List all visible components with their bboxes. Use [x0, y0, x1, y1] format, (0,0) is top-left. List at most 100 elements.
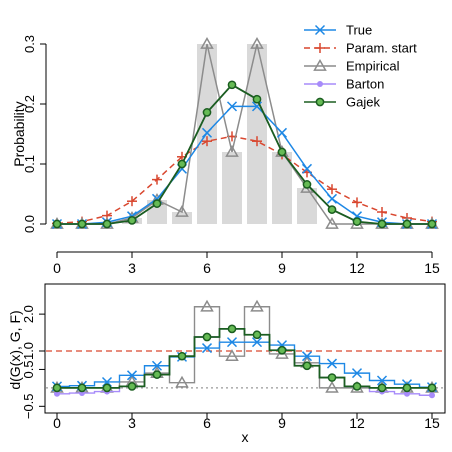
step-line-true: [57, 341, 432, 388]
point-gajek-8: [252, 94, 262, 104]
step-point-empirical-8: [250, 299, 264, 312]
bottom-x-label: x: [242, 429, 249, 445]
top-y-label: Probability: [11, 101, 27, 166]
bottom-x-tick-label-6: 6: [203, 415, 211, 431]
bottom-plot-box: [44, 283, 446, 414]
step-series-gajek: [52, 324, 437, 393]
legend-label-empirical: Empirical: [346, 59, 400, 74]
step-point-gajek-9: [277, 345, 287, 355]
top-x-tick-label-3: 3: [128, 260, 136, 276]
step-point-gajek-10: [302, 361, 312, 371]
top-panel: 0.0 0.1 0.2 0.3 Probability 0 3 6 9 12 15 True Pa…: [11, 23, 440, 277]
bottom-panel: −0.5 0.51.0 2.0 0 3 6 9 12 15 d(G(x), G, F) x: [7, 283, 446, 445]
point-gajek-10: [302, 180, 312, 189]
point-gajek-5: [177, 159, 187, 169]
bar-7: [222, 152, 242, 224]
step-point-gajek-2: [102, 383, 112, 393]
point-gajek-4: [152, 199, 162, 208]
point-gajek-14: [402, 219, 412, 229]
legend-item-barton: Barton: [304, 77, 384, 92]
point-empirical-11: [325, 216, 339, 229]
step-point-gajek-12: [352, 382, 362, 391]
point-gajek-0: [52, 219, 62, 229]
step-point-true-3: [126, 370, 138, 381]
step-point-gajek-14: [402, 383, 412, 393]
bar-5: [172, 212, 192, 224]
step-point-true-12-b: [351, 368, 363, 379]
bottom-x-tick-label-15: 15: [424, 415, 440, 431]
point-empirical-7: [225, 144, 239, 157]
legend: True Param. start Empirical Barton Gajek: [304, 23, 417, 110]
point-true-10: [301, 163, 313, 174]
empirical-bars: [122, 44, 317, 224]
point-true-9-b: [276, 127, 288, 138]
series-true: [51, 101, 438, 230]
top-x-tick-label-15: 15: [424, 260, 440, 276]
step-point-barton-15: [429, 392, 435, 399]
step-point-true-10: [301, 351, 313, 362]
point-true-8-b: [251, 101, 263, 112]
point-param-start-6: [202, 136, 212, 147]
line-true: [57, 105, 432, 225]
point-param-start-8: [252, 136, 262, 147]
step-point-gajek-7: [227, 324, 237, 334]
legend-label-barton: Barton: [346, 77, 384, 92]
step-point-true-10-b: [301, 351, 313, 362]
legend-marker-true: [314, 24, 326, 36]
bottom-y-tick-label-3: 2.0: [21, 305, 36, 323]
point-true-7-b: [226, 101, 238, 112]
legend-label-true: True: [346, 23, 372, 38]
point-true-7: [226, 101, 238, 112]
legend-item-gajek: Gajek: [304, 95, 380, 110]
step-point-barton-0: [54, 390, 60, 397]
point-param-start-12: [352, 197, 362, 208]
step-point-true-3-b: [126, 370, 138, 381]
point-gajek-2: [102, 219, 112, 229]
line-empirical: [57, 43, 432, 225]
point-empirical-6: [200, 36, 214, 49]
step-point-true-7: [226, 337, 238, 348]
point-true-11-b: [326, 193, 338, 204]
step-point-true-6: [201, 343, 213, 354]
step-line-empirical: [57, 306, 432, 389]
step-point-true-12: [351, 368, 363, 379]
top-y-tick-label-3: 0.3: [22, 35, 37, 53]
step-point-gajek-0: [52, 383, 62, 393]
step-point-true-11-b: [326, 358, 338, 369]
top-x-tick-label-9: 9: [278, 260, 286, 276]
line-param-start: [56, 135, 433, 225]
point-gajek-11: [327, 205, 337, 214]
bottom-y-tick-label-1: 0.5: [21, 360, 36, 378]
top-x-tick-label-0: 0: [53, 260, 61, 276]
point-gajek-3: [127, 216, 137, 225]
step-point-gajek-15: [427, 383, 437, 393]
point-gajek-1: [77, 219, 87, 229]
bottom-x-tick-label-12: 12: [349, 415, 365, 431]
step-point-empirical-5: [175, 375, 189, 388]
series-param-start: [52, 131, 437, 229]
step-point-empirical-11: [325, 380, 339, 393]
step-point-gajek-4: [152, 370, 162, 379]
step-point-barton-14: [404, 390, 410, 397]
step-point-true-8-b: [251, 337, 263, 348]
bar-8: [247, 44, 267, 224]
point-gajek-6: [202, 108, 212, 117]
step-point-empirical-6: [200, 299, 214, 312]
step-point-true-4-b: [151, 360, 163, 371]
point-true-6-b: [201, 127, 213, 138]
legend-marker-gajek: [315, 97, 325, 107]
step-point-gajek-3: [127, 382, 137, 391]
legend-label-gajek: Gajek: [346, 95, 380, 110]
series-gajek: [52, 80, 437, 229]
top-x-tick-label-6: 6: [203, 260, 211, 276]
top-x-ticks: 0 3 6 9 12 15: [53, 252, 440, 276]
point-true-6: [201, 127, 213, 138]
top-y-tick-label-2: 0.2: [22, 95, 37, 113]
point-gajek-15: [427, 219, 437, 229]
bottom-y-label: d(G(x), G, F): [7, 310, 23, 389]
point-true-11: [326, 193, 338, 204]
step-point-empirical-7: [225, 349, 239, 362]
bottom-x-tick-label-0: 0: [53, 415, 61, 431]
bottom-x-ticks: 0 3 6 9 12 15: [53, 413, 440, 431]
